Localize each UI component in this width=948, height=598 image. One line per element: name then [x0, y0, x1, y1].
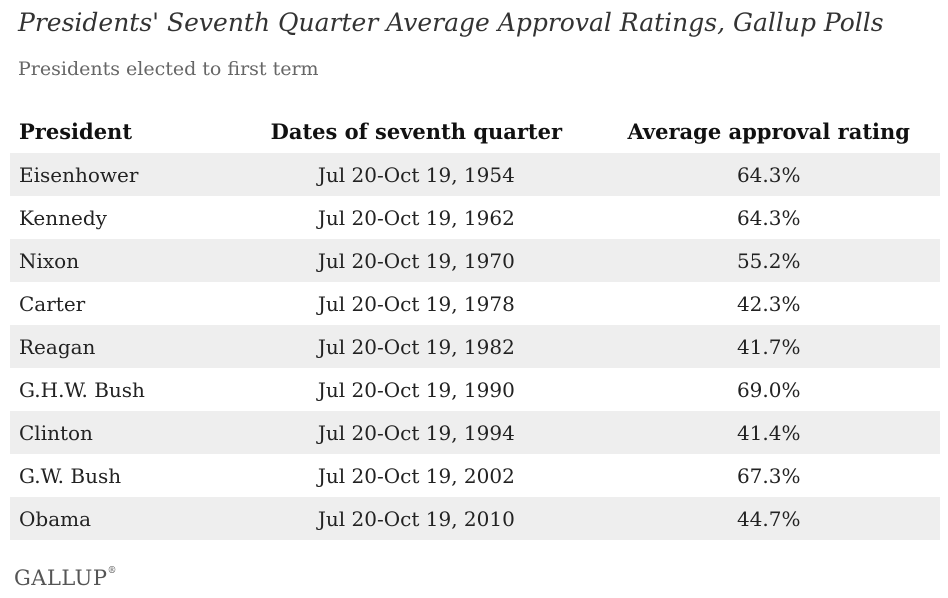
president-cell: G.H.W. Bush	[10, 368, 236, 411]
table-row: Kennedy Jul 20-Oct 19, 1962 64.3%	[10, 196, 940, 239]
dates-cell: Jul 20-Oct 19, 2010	[235, 497, 598, 540]
trademark-mark: ®	[107, 566, 118, 576]
dates-cell: Jul 20-Oct 19, 1970	[235, 239, 598, 282]
column-header-dates: Dates of seventh quarter	[270, 119, 563, 144]
table-row: Clinton Jul 20-Oct 19, 1994 41.4%	[10, 411, 940, 454]
rating-cell: 55.2%	[597, 239, 940, 282]
table-row: Eisenhower Jul 20-Oct 19, 1954 64.3%	[10, 153, 940, 196]
approval-table: President Dates of seventh quarter Avera…	[10, 110, 940, 540]
president-cell: G.W. Bush	[10, 454, 236, 497]
dates-cell: Jul 20-Oct 19, 2002	[235, 454, 598, 497]
table-row: G.H.W. Bush Jul 20-Oct 19, 1990 69.0%	[10, 368, 940, 411]
president-cell: Reagan	[10, 325, 236, 368]
table-row: G.W. Bush Jul 20-Oct 19, 2002 67.3%	[10, 454, 940, 497]
rating-cell: 69.0%	[597, 368, 940, 411]
gallup-logo-text: GALLUP	[14, 566, 108, 590]
table-header-row: President Dates of seventh quarter Avera…	[10, 110, 940, 153]
column-header-president: President	[19, 119, 133, 144]
table-row: Nixon Jul 20-Oct 19, 1970 55.2%	[10, 239, 940, 282]
dates-cell: Jul 20-Oct 19, 1962	[235, 196, 598, 239]
dates-cell: Jul 20-Oct 19, 1990	[235, 368, 598, 411]
dates-cell: Jul 20-Oct 19, 1994	[235, 411, 598, 454]
rating-cell: 64.3%	[597, 196, 940, 239]
chart-title: Presidents' Seventh Quarter Average Appr…	[18, 8, 884, 37]
rating-cell: 41.7%	[597, 325, 940, 368]
rating-cell: 42.3%	[597, 282, 940, 325]
table-row: Carter Jul 20-Oct 19, 1978 42.3%	[10, 282, 940, 325]
president-cell: Nixon	[10, 239, 236, 282]
president-cell: Obama	[10, 497, 236, 540]
president-cell: Carter	[10, 282, 236, 325]
president-cell: Clinton	[10, 411, 236, 454]
president-cell: Eisenhower	[10, 153, 236, 196]
rating-cell: 41.4%	[597, 411, 940, 454]
table-row: Obama Jul 20-Oct 19, 2010 44.7%	[10, 497, 940, 540]
table-body: Eisenhower Jul 20-Oct 19, 1954 64.3% Kenned…	[10, 153, 940, 540]
rating-cell: 44.7%	[597, 497, 940, 540]
dates-cell: Jul 20-Oct 19, 1954	[235, 153, 598, 196]
president-cell: Kennedy	[10, 196, 236, 239]
table-row: Reagan Jul 20-Oct 19, 1982 41.7%	[10, 325, 940, 368]
dates-cell: Jul 20-Oct 19, 1982	[235, 325, 598, 368]
dates-cell: Jul 20-Oct 19, 1978	[235, 282, 598, 325]
rating-cell: 67.3%	[597, 454, 940, 497]
chart-subtitle: Presidents elected to first term	[18, 58, 319, 80]
column-header-rating: Average approval rating	[627, 119, 910, 144]
gallup-logo: GALLUP®	[14, 566, 117, 590]
rating-cell: 64.3%	[597, 153, 940, 196]
